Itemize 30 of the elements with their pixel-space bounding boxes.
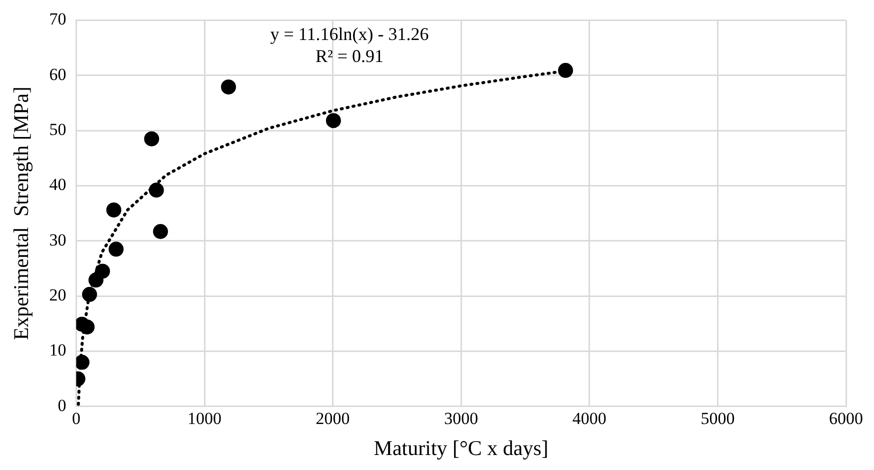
- x-tick-label: 0: [72, 409, 80, 428]
- y-tick-label: 70: [49, 10, 66, 29]
- point: [108, 242, 124, 257]
- y-tick-label: 60: [49, 64, 66, 84]
- y-tick-label: 0: [58, 396, 66, 415]
- x-tick-label: 6000: [829, 409, 863, 428]
- x-tick-label: 4000: [572, 409, 606, 428]
- annotation: y = 11.16ln(x) - 31.26: [270, 24, 429, 44]
- point: [80, 319, 95, 334]
- point: [82, 286, 98, 302]
- point: [558, 62, 574, 78]
- point: [148, 182, 164, 198]
- x-tick-label: 5000: [700, 409, 735, 428]
- y-tick-label: 40: [49, 175, 66, 194]
- x-tick-label: 3000: [444, 409, 478, 428]
- y-tick-label: 50: [49, 120, 66, 140]
- y-tick-label: 10: [49, 340, 66, 360]
- point: [326, 113, 341, 128]
- point: [106, 202, 122, 218]
- point: [220, 79, 236, 94]
- y-tick-label: 20: [49, 286, 66, 305]
- point: [95, 264, 110, 279]
- point: [144, 131, 160, 146]
- y-axis-title: Experimental Strength [MPa]: [9, 86, 34, 340]
- x-tick-label: 1000: [188, 409, 222, 428]
- point: [152, 224, 168, 240]
- x-tick-label: 2000: [316, 409, 350, 428]
- x-axis-title: Maturity [°C x days]: [374, 436, 548, 460]
- y-tick-label: 30: [49, 230, 66, 250]
- annotation: R² = 0.91: [315, 46, 384, 66]
